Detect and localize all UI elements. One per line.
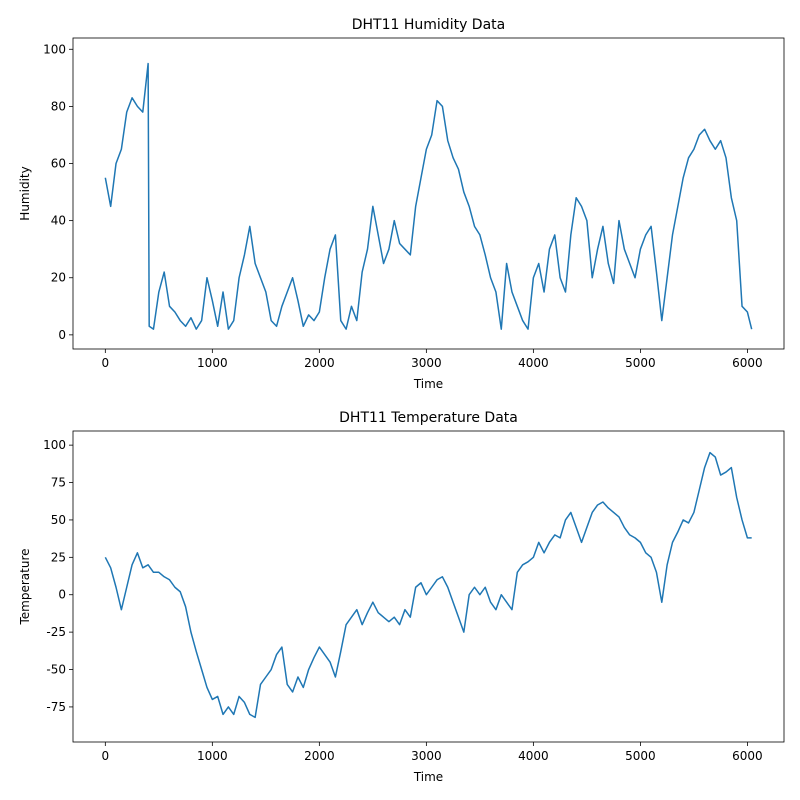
- y-axis-label: Temperature: [18, 548, 32, 625]
- x-tick-label: 5000: [625, 749, 656, 763]
- x-tick-label: 3000: [411, 749, 442, 763]
- chart-title: DHT11 Humidity Data: [352, 17, 505, 33]
- y-tick-label: 75: [51, 476, 66, 490]
- x-tick-label: 6000: [732, 356, 763, 370]
- data-line: [104, 451, 752, 719]
- y-tick-label: 40: [51, 214, 66, 228]
- chart-title: DHT11 Temperature Data: [339, 410, 518, 426]
- data-line: [104, 62, 753, 330]
- x-tick-label: 1000: [197, 749, 228, 763]
- y-tick-label: -50: [46, 663, 66, 677]
- axes-frame: [72, 430, 785, 743]
- x-axis-label: Time: [413, 377, 443, 391]
- x-tick-label: 4000: [518, 749, 549, 763]
- y-tick-label: 60: [51, 157, 66, 171]
- y-tick-label: 50: [51, 513, 66, 527]
- axes-frame: [72, 37, 785, 350]
- x-tick-label: 2000: [304, 356, 335, 370]
- y-tick-label: 0: [58, 588, 66, 602]
- y-axis-label: Humidity: [18, 166, 32, 220]
- x-tick-label: 0: [101, 749, 109, 763]
- x-axis-label: Time: [413, 770, 443, 784]
- x-tick-label: 2000: [304, 749, 335, 763]
- x-tick-label: 6000: [732, 749, 763, 763]
- y-tick-label: 20: [51, 271, 66, 285]
- y-tick-label: 80: [51, 99, 66, 113]
- x-tick-label: 0: [101, 356, 109, 370]
- x-tick-label: 3000: [411, 356, 442, 370]
- x-tick-label: 4000: [518, 356, 549, 370]
- y-tick-label: 0: [58, 328, 66, 342]
- x-tick-label: 5000: [625, 356, 656, 370]
- y-tick-label: -75: [46, 700, 66, 714]
- x-tick-label: 1000: [197, 356, 228, 370]
- y-tick-label: 25: [51, 550, 66, 564]
- y-tick-label: -25: [46, 625, 66, 639]
- y-tick-label: 100: [43, 438, 66, 452]
- y-tick-label: 100: [43, 42, 66, 56]
